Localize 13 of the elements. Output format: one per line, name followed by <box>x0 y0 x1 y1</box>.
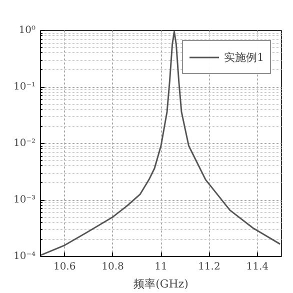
y-tick-label: 10⁰ <box>18 25 36 36</box>
x-tick-label: 11 <box>154 262 168 272</box>
y-tick-label: 10⁻² <box>13 138 36 149</box>
x-tick-label: 11.2 <box>198 262 220 272</box>
y-tick-label: 10⁻⁴ <box>13 251 36 262</box>
legend-label: 实施例1 <box>224 50 264 64</box>
y-tick-label: 10⁻¹ <box>13 82 36 92</box>
line-series <box>40 30 281 256</box>
y-tick-label: 10⁻³ <box>13 194 36 206</box>
x-tick-label: 10.6 <box>53 262 76 272</box>
x-axis-title: 频率(GHz) <box>134 278 188 290</box>
x-tick-label: 11.4 <box>246 262 269 272</box>
x-tick-label: 10.8 <box>102 262 124 272</box>
